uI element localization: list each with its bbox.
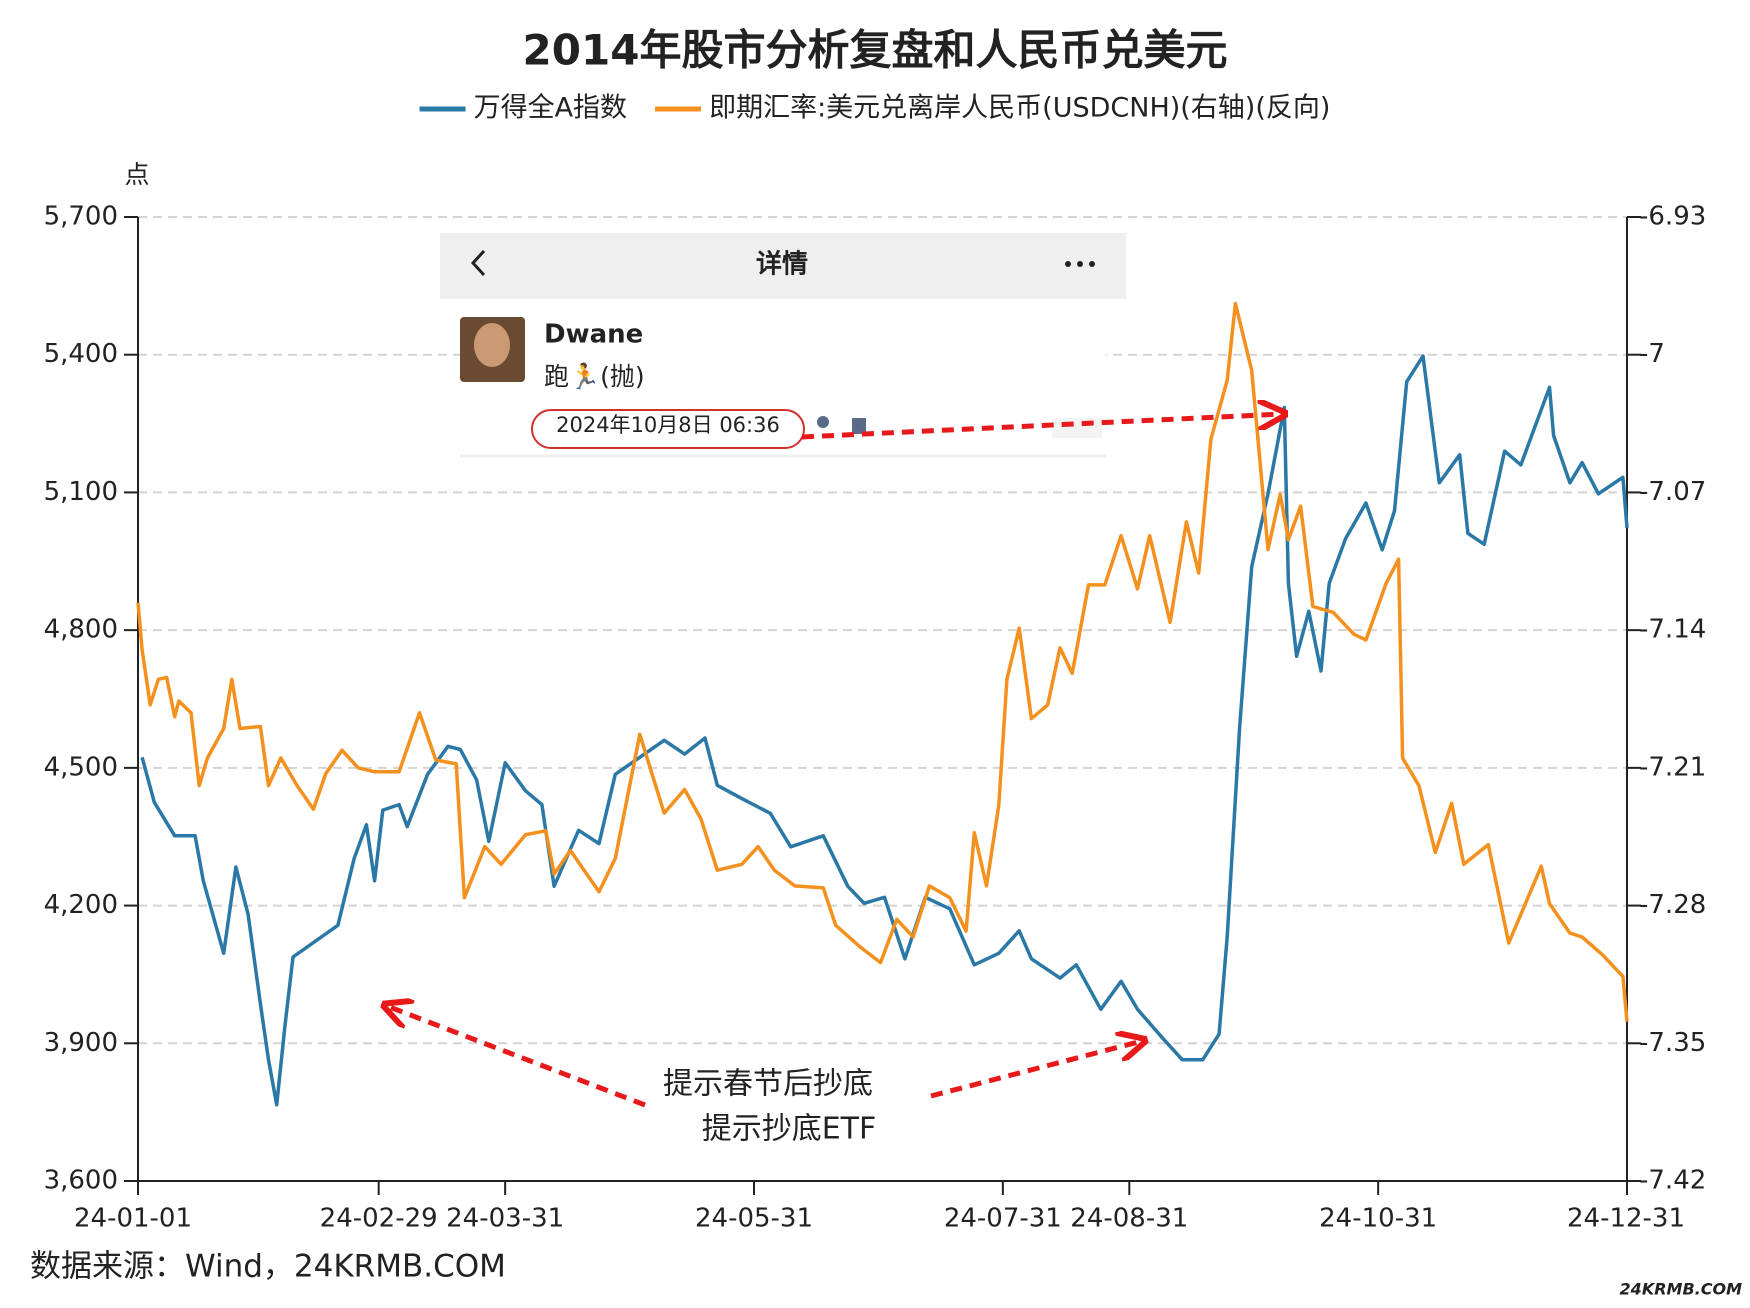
legend: 万得全A指数 即期汇率:美元兑离岸人民币(USDCNH)(右轴)(反向) [419,93,1330,124]
y2-tick-label: -7.21 [1639,752,1706,782]
x-tick-label: 24-10-31 [1319,1204,1437,1234]
annotation: 提示抄底ETF [702,1112,877,1147]
y-unit: 点 [124,160,149,189]
comment-icon [1052,418,1102,438]
timestamp: 2024年10月8日 06:36 [556,413,780,437]
source: 数据来源：Wind，24KRMB.COM [30,1249,506,1285]
series-line [136,301,1629,1022]
y-tick-label: 5,700 [44,202,118,232]
annotation-arrows [387,414,1282,1108]
x-tick-label: 24-01-01 [74,1204,192,1234]
y-tick-label: 3,900 [44,1028,118,1058]
y-tick-label: 4,800 [44,615,118,645]
chart-title: 2014年股市分析复盘和人民币兑美元 [523,26,1228,75]
x-tick-label: 24-12-31 [1567,1204,1685,1234]
legend-item: 万得全A指数 [419,93,627,124]
y2-tick-label: -7.28 [1639,890,1706,920]
axes: 3,600 3,900 4,200 4,500 4,800 5,100 5,400 5,700… [44,202,1707,1234]
x-tick-label: 24-07-31 [944,1204,1062,1234]
legend-label: 即期汇率:美元兑离岸人民币(USDCNH)(右轴)(反向) [709,93,1330,124]
arrow [387,1006,646,1108]
delete-icon [852,418,866,434]
screenshot-header [440,233,1126,299]
x-tick-label: 24-08-31 [1070,1204,1188,1234]
arrow [930,1041,1142,1099]
lines [136,301,1629,1107]
legend-label: 万得全A指数 [474,93,627,124]
y-tick-label: 5,400 [44,339,118,369]
y-tick-label: 3,600 [44,1166,118,1196]
screenshot-title: 详情 [756,249,808,280]
user-icon [817,416,829,428]
x-tick-label: 24-05-31 [695,1204,813,1234]
y-tick-label: 5,100 [44,477,118,507]
timestamp-highlight [531,409,805,449]
y2-tick-label: -7.07 [1639,477,1706,507]
back-icon [470,249,486,277]
annotation: 提示春节后抄底 [663,1067,873,1102]
arrow [801,414,1282,440]
screenshot-body [460,299,1106,458]
watermark: 24KRMB.COM [1620,1280,1743,1299]
y-tick-label: 4,500 [44,752,118,782]
y2-tick-label: -7.35 [1639,1028,1706,1058]
y2-tick-label: -7 [1639,339,1665,369]
avatar-face [474,323,510,367]
y-tick-label: 4,200 [44,890,118,920]
legend-item: 即期汇率:美元兑离岸人民币(USDCNH)(右轴)(反向) [655,93,1330,124]
y2-tick-label: -6.93 [1639,202,1706,232]
x-tick-label: 24-02-29 [320,1204,438,1234]
grid [138,216,1627,1045]
more-icon [1065,261,1095,267]
x-tick-label: 24-03-31 [446,1204,564,1234]
y2-tick-label: -7.42 [1639,1166,1706,1196]
y2-tick-label: -7.14 [1639,615,1706,645]
series-line [140,354,1629,1107]
user-name: Dwane [544,320,643,350]
post-text: 跑🏃(抛) [544,362,645,391]
